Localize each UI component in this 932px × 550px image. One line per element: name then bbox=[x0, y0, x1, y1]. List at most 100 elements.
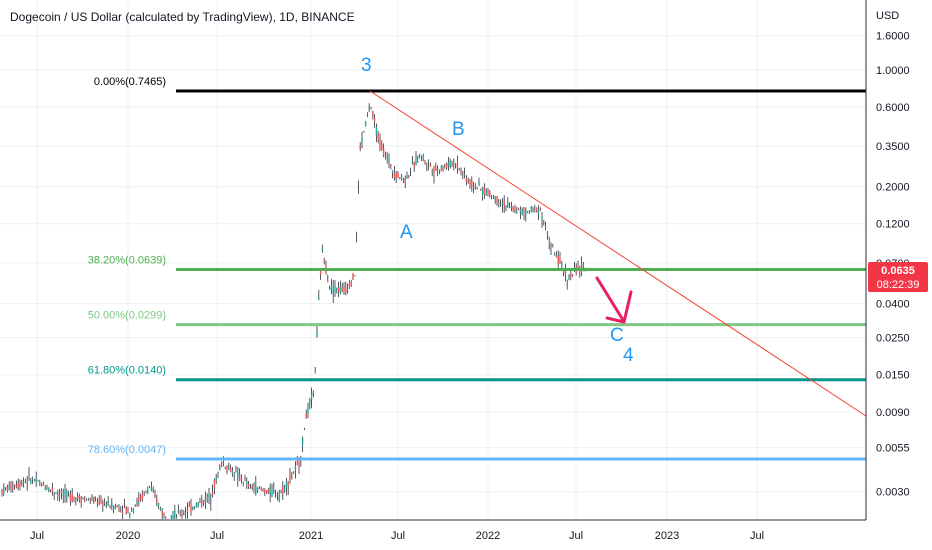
candle-body bbox=[334, 285, 336, 293]
candle-body bbox=[321, 247, 324, 251]
candle-body bbox=[251, 486, 253, 490]
price-tick-label: 0.6000 bbox=[876, 102, 910, 114]
candle-body bbox=[373, 117, 376, 122]
fib-label: 0.00%(0.7465) bbox=[94, 76, 166, 88]
candle-body bbox=[341, 287, 343, 292]
candle-body bbox=[366, 114, 369, 116]
candle-body bbox=[147, 489, 149, 493]
candle-body bbox=[172, 515, 174, 519]
candle-body bbox=[197, 503, 199, 506]
candle-body bbox=[215, 477, 217, 481]
candle-body bbox=[337, 287, 340, 292]
candle-body bbox=[170, 518, 172, 519]
candle-body bbox=[213, 480, 216, 488]
candle-body bbox=[472, 186, 475, 188]
candle-body bbox=[319, 269, 322, 275]
candle-body bbox=[237, 471, 239, 479]
plot-area[interactable] bbox=[0, 0, 866, 520]
candle-body bbox=[255, 484, 257, 494]
candle-body bbox=[431, 171, 433, 172]
candle-body bbox=[30, 480, 32, 483]
candle-body bbox=[17, 483, 19, 487]
candle-body bbox=[276, 494, 279, 496]
candle-body bbox=[64, 489, 66, 495]
candle-body bbox=[134, 505, 136, 507]
candle-body bbox=[48, 487, 50, 491]
candle-body bbox=[303, 429, 306, 431]
wave-label-3: 3 bbox=[361, 55, 372, 76]
candle-body bbox=[481, 187, 484, 196]
candle-body bbox=[40, 482, 43, 487]
candle-body bbox=[427, 162, 430, 163]
candle-body bbox=[35, 477, 37, 483]
candle-body bbox=[474, 185, 477, 189]
candle-body bbox=[186, 509, 189, 513]
candle-body bbox=[229, 467, 232, 472]
time-axis[interactable] bbox=[0, 520, 932, 550]
candle-body bbox=[517, 207, 520, 209]
candle-body bbox=[188, 506, 190, 507]
candle-body bbox=[494, 196, 496, 201]
candle-body bbox=[24, 480, 27, 482]
candle-body bbox=[384, 155, 387, 157]
price-tick-label: 0.0400 bbox=[876, 299, 910, 311]
candle-body bbox=[8, 485, 10, 490]
candle-body bbox=[516, 213, 518, 214]
candle-body bbox=[204, 496, 207, 503]
candle-body bbox=[156, 498, 158, 504]
candle-body bbox=[485, 191, 487, 194]
candle-body bbox=[195, 503, 198, 508]
candle-body bbox=[193, 507, 196, 509]
candle-body bbox=[354, 275, 356, 277]
price-tick-label: 0.2000 bbox=[876, 182, 910, 194]
candle-body bbox=[51, 488, 54, 492]
candle-body bbox=[238, 473, 241, 481]
candle-body bbox=[543, 221, 545, 223]
price-axis[interactable] bbox=[866, 0, 932, 520]
fib-levels[interactable]: 0.00%(0.7465) 38.20%(0.0639) 50.00%(0.0299… bbox=[88, 76, 866, 461]
candle-body bbox=[570, 274, 572, 278]
trendline[interactable] bbox=[369, 90, 867, 417]
grid bbox=[0, 0, 866, 520]
candle-body bbox=[224, 467, 226, 469]
candle-body bbox=[235, 471, 237, 473]
candle-body bbox=[328, 287, 331, 290]
time-tick-label: 2021 bbox=[299, 530, 323, 542]
projection-arrow[interactable] bbox=[595, 276, 633, 324]
candle-body bbox=[292, 471, 295, 474]
candle-body bbox=[37, 480, 39, 482]
candle-body bbox=[87, 498, 90, 499]
candle-body bbox=[111, 502, 113, 507]
time-ticks: Jul 2020 Jul 2021 Jul 2022 Jul 2023 Jul bbox=[30, 530, 764, 542]
candle-body bbox=[163, 514, 165, 515]
candle-body bbox=[397, 172, 399, 178]
candle-body bbox=[103, 503, 106, 504]
current-price: 0.0635 bbox=[881, 265, 915, 277]
candle-body bbox=[58, 494, 61, 498]
candle-body bbox=[301, 438, 304, 446]
candle-body bbox=[463, 174, 466, 176]
candle-body bbox=[154, 494, 156, 496]
time-tick-label: Jul bbox=[750, 530, 764, 542]
candle-body bbox=[44, 488, 46, 490]
candle-body bbox=[57, 493, 59, 495]
candle-body bbox=[49, 489, 52, 491]
candle-body bbox=[355, 233, 358, 235]
candle-body bbox=[280, 491, 282, 493]
candle-body bbox=[377, 133, 379, 140]
wave-label-c: C bbox=[610, 325, 624, 346]
candle-body bbox=[346, 288, 349, 291]
candle-body bbox=[94, 500, 97, 501]
candle-body bbox=[559, 258, 561, 263]
candle-body bbox=[253, 488, 255, 489]
candle-body bbox=[80, 497, 82, 504]
candle-body bbox=[174, 510, 176, 518]
candle-body bbox=[352, 273, 354, 280]
candle-body bbox=[370, 108, 372, 110]
candle-body bbox=[526, 211, 529, 213]
candle-body bbox=[519, 209, 522, 213]
candle-body bbox=[382, 148, 385, 157]
candle-body bbox=[208, 493, 210, 499]
